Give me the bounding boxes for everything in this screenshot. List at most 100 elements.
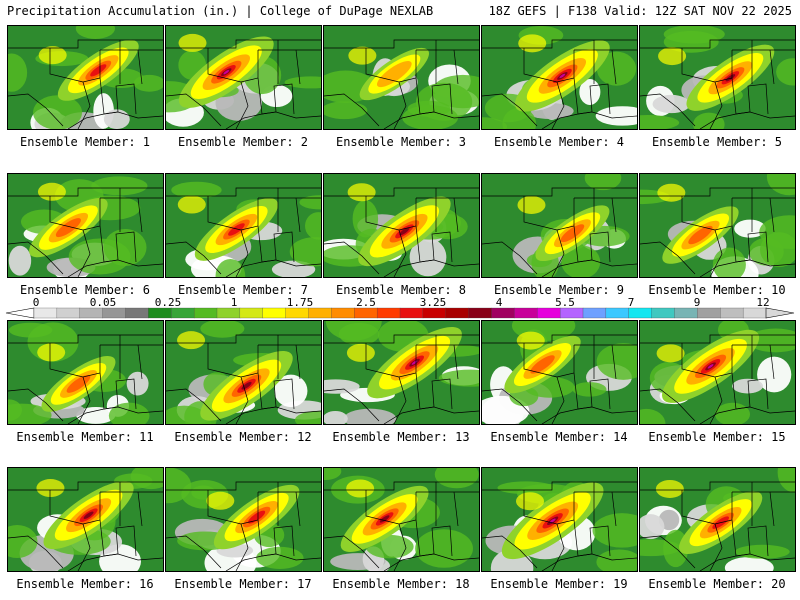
precip-field [324,321,479,424]
colorbar-tick-label: 7 [627,296,635,309]
precip-field [8,321,163,424]
colorbar-swatch [285,307,309,319]
colorbar-max-arrow [765,307,795,319]
colorbar-swatch [674,307,698,319]
ensemble-member-map [481,467,638,572]
precip-field [482,468,637,571]
colorbar-tick-label: 2.5 [356,296,376,309]
colorbar-swatch [468,307,492,319]
ensemble-member-map [165,173,322,278]
colorbar-swatch [148,307,172,319]
colorbar-tick-label: 1 [230,296,238,309]
precip-field [166,174,321,277]
ensemble-member-map [7,173,164,278]
precip-field [640,26,795,129]
ensemble-member-map [7,25,164,130]
precip-field [640,174,795,277]
panel-caption: Ensemble Member: 8 [335,283,467,297]
colorbar-swatch [422,307,447,319]
precip-field [166,468,321,571]
ensemble-member-map [323,173,480,278]
ensemble-member-map [165,467,322,572]
precip-field [324,468,479,571]
panel-caption: Ensemble Member: 7 [177,283,309,297]
precip-field [640,321,795,424]
precip-field [482,174,637,277]
panel-caption: Ensemble Member: 6 [19,283,151,297]
ensemble-member-map [639,467,796,572]
ensemble-member-map [481,320,638,425]
precip-field [8,468,163,571]
panel-caption: Ensemble Member: 1 [19,135,151,149]
panel-caption: Ensemble Member: 16 [16,577,154,591]
ensemble-member-map [639,25,796,130]
colorbar-swatch [125,307,149,319]
colorbar-swatch [239,307,264,319]
panel-caption: Ensemble Member: 5 [651,135,783,149]
colorbar-swatch [697,307,721,319]
precip-field [324,26,479,129]
panel-caption: Ensemble Member: 13 [332,430,470,444]
panel-caption: Ensemble Member: 20 [648,577,786,591]
colorbar-swatch [514,307,538,319]
colorbar-swatch [445,307,470,319]
colorbar-tick-label: 3.25 [419,296,447,309]
colorbar-tick-label: 12 [756,296,770,309]
precipitation-colorbar [5,307,795,319]
colorbar-swatch [376,307,401,319]
colorbar-swatch [33,307,58,319]
ensemble-member-map [165,320,322,425]
colorbar-swatch [216,307,241,319]
colorbar-swatch [742,307,767,319]
panel-caption: Ensemble Member: 2 [177,135,309,149]
ensemble-member-map [323,467,480,572]
colorbar-swatch [605,307,630,319]
precip-field [8,174,163,277]
panel-caption: Ensemble Member: 9 [493,283,625,297]
panel-caption: Ensemble Member: 18 [332,577,470,591]
precip-field [482,26,637,129]
colorbar-swatch [354,307,378,319]
colorbar-swatch [331,307,355,319]
panel-caption: Ensemble Member: 10 [648,283,786,297]
colorbar-swatch [171,307,195,319]
colorbar-swatch [308,307,332,319]
colorbar-swatch [193,307,218,319]
colorbar-tick-label: 5.5 [555,296,575,309]
colorbar-swatch [491,307,515,319]
colorbar-swatch [102,307,126,319]
colorbar-min-arrow [5,307,35,319]
panel-caption: Ensemble Member: 19 [490,577,628,591]
colorbar-tick-labels: 0 0.05 0.25 1 1.75 2.5 3.25 4 5.5 7 9 12 [0,296,800,310]
panel-caption: Ensemble Member: 3 [335,135,467,149]
colorbar-swatch [56,307,81,319]
ensemble-member-map [323,25,480,130]
colorbar-swatch [582,307,607,319]
colorbar-tick-label: 0 [32,296,40,309]
colorbar-tick-label: 4 [495,296,503,309]
panel-caption: Ensemble Member: 17 [174,577,312,591]
colorbar-swatch [720,307,744,319]
ensemble-member-map [481,173,638,278]
colorbar-swatch [559,307,584,319]
ensemble-member-map [481,25,638,130]
precip-field [640,468,795,571]
run-valid-time: 18Z GEFS | F138 Valid: 12Z SAT NOV 22 20… [488,4,792,18]
precip-field [166,26,321,129]
precip-field [324,174,479,277]
panel-caption: Ensemble Member: 4 [493,135,625,149]
colorbar-swatch [399,307,424,319]
colorbar-swatch [79,307,104,319]
ensemble-member-map [165,25,322,130]
panel-caption: Ensemble Member: 14 [490,430,628,444]
panel-caption: Ensemble Member: 15 [648,430,786,444]
precip-field [482,321,637,424]
colorbar-swatch [651,307,675,319]
ensemble-member-map [639,173,796,278]
precip-field [8,26,163,129]
ensemble-member-map [639,320,796,425]
colorbar-tick-label: 1.75 [286,296,314,309]
colorbar-tick-label: 0.05 [89,296,117,309]
ensemble-member-map [7,320,164,425]
ensemble-member-map [7,467,164,572]
